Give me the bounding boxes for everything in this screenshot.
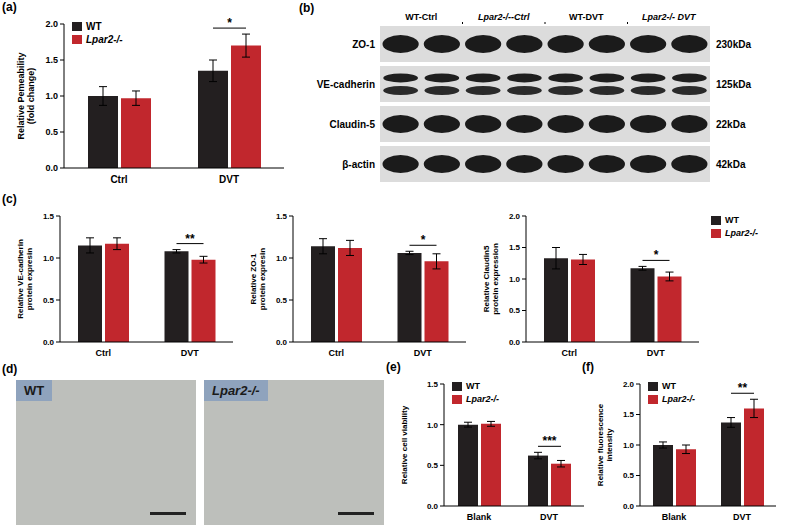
svg-text:DVT: DVT (181, 348, 200, 358)
svg-text:0.5: 0.5 (43, 296, 55, 305)
svg-text:0.0: 0.0 (623, 502, 635, 511)
html-text:(f): (f) (582, 360, 594, 374)
svg-text:***: *** (542, 434, 556, 448)
svg-text:**: ** (185, 232, 195, 246)
svg-text:Blank: Blank (467, 512, 493, 522)
svg-text:1.5: 1.5 (45, 55, 58, 65)
svg-text:1.0: 1.0 (45, 91, 58, 101)
svg-text:22kDa: 22kDa (716, 119, 746, 130)
svg-text:2.0: 2.0 (623, 380, 635, 389)
svg-text:**: ** (738, 381, 748, 395)
html-text:WT: WT (662, 381, 676, 391)
svg-text:Ctrl: Ctrl (96, 348, 112, 358)
svg-text:2.0: 2.0 (45, 19, 58, 29)
svg-text:(b): (b) (299, 1, 314, 15)
svg-text:Relative Claudin5protein expre: Relative Claudin5protein expression (482, 243, 500, 315)
svg-text:0.5: 0.5 (427, 461, 439, 470)
svg-text:*: * (227, 16, 232, 30)
svg-text:DVT: DVT (733, 512, 752, 522)
svg-text:1.0: 1.0 (623, 441, 635, 450)
svg-text:β-actin: β-actin (342, 159, 375, 170)
svg-text:DVT: DVT (219, 174, 239, 185)
svg-text:1.0: 1.0 (276, 254, 288, 263)
svg-text:*: * (421, 233, 426, 247)
svg-text:0.5: 0.5 (45, 127, 58, 137)
svg-text:0.0: 0.0 (427, 502, 439, 511)
svg-text:Claudin-5: Claudin-5 (329, 119, 375, 130)
svg-text:ZO-1: ZO-1 (352, 39, 375, 50)
svg-text:1.0: 1.0 (427, 421, 439, 430)
svg-text:Relative VE-cadherinprotein ex: Relative VE-cadherinprotein expresin (16, 239, 34, 319)
svg-text:42kDa: 42kDa (716, 159, 746, 170)
html-text:(c): (c) (2, 192, 17, 206)
svg-text:0.0: 0.0 (509, 338, 521, 347)
svg-text:*: * (654, 248, 659, 262)
html-text:WT: WT (86, 21, 102, 32)
svg-text:Relative ZO-1protein expresin: Relative ZO-1protein expresin (249, 248, 267, 310)
svg-text:230kDa: 230kDa (716, 39, 751, 50)
svg-text:1.5: 1.5 (509, 243, 521, 252)
svg-text:0.0: 0.0 (276, 338, 288, 347)
html-text:Lpar2-/-: Lpar2-/- (662, 394, 695, 404)
svg-text:Blank: Blank (662, 512, 688, 522)
html-text:Lpar2-/-: Lpar2-/- (212, 383, 260, 398)
svg-text:1.0: 1.0 (509, 275, 521, 284)
html-text:(a): (a) (2, 0, 17, 14)
html-text:Lpar2-/-: Lpar2-/- (466, 394, 499, 404)
svg-text:0.5: 0.5 (509, 306, 521, 315)
html-text:WT: WT (725, 215, 739, 225)
svg-text:0.0: 0.0 (43, 338, 55, 347)
svg-text:1.0: 1.0 (43, 254, 55, 263)
svg-text:0.0: 0.0 (45, 163, 58, 173)
svg-text:Relative Pemeability(fold chan: Relative Pemeability(fold change) (16, 52, 36, 139)
svg-text:Relative fluorescenceintensity: Relative fluorescenceintensity (596, 403, 614, 486)
svg-text:1.5: 1.5 (43, 212, 55, 221)
svg-text:Lpar2-/- DVT: Lpar2-/- DVT (642, 12, 697, 22)
html-text:(e): (e) (386, 360, 401, 374)
svg-text:1.5: 1.5 (276, 212, 288, 221)
svg-text:DVT: DVT (414, 348, 433, 358)
svg-text:125kDa: 125kDa (716, 79, 751, 90)
svg-text:Relative cell viability: Relative cell viability (400, 405, 409, 484)
svg-text:1.5: 1.5 (427, 380, 439, 389)
svg-text:1.5: 1.5 (623, 410, 635, 419)
svg-text:Ctrl: Ctrl (329, 348, 345, 358)
svg-text:Ctrl: Ctrl (110, 174, 127, 185)
html-text:WT: WT (466, 381, 480, 391)
svg-text:DVT: DVT (647, 348, 666, 358)
html-text:WT: WT (24, 383, 45, 398)
svg-text:0.5: 0.5 (623, 471, 635, 480)
svg-text:0.5: 0.5 (276, 296, 288, 305)
svg-text:DVT: DVT (540, 512, 559, 522)
html-text:(d): (d) (2, 362, 18, 376)
svg-text:Ctrl: Ctrl (562, 348, 578, 358)
svg-text:WT-DVT: WT-DVT (569, 12, 604, 22)
svg-text:VE-cadherin: VE-cadherin (317, 79, 375, 90)
svg-text:2.0: 2.0 (509, 212, 521, 221)
html-text:Lpar2-/-: Lpar2-/- (86, 34, 123, 45)
html-text:Lpar2-/-: Lpar2-/- (725, 228, 758, 238)
svg-text:WT-Ctrl: WT-Ctrl (405, 12, 437, 22)
svg-text:Lpar2-/--Ctrl: Lpar2-/--Ctrl (478, 12, 530, 22)
